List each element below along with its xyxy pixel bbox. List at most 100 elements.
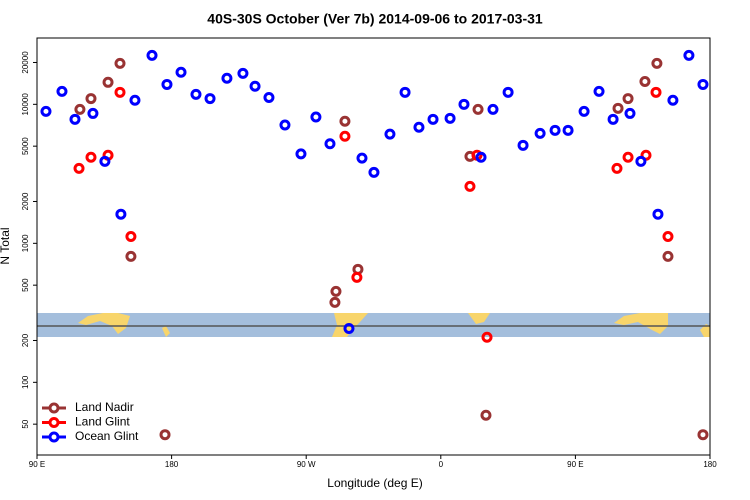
point bbox=[534, 127, 546, 139]
point bbox=[475, 151, 487, 163]
point bbox=[651, 57, 663, 69]
point bbox=[502, 86, 514, 98]
point bbox=[650, 86, 662, 98]
map-land bbox=[162, 326, 170, 337]
point bbox=[263, 91, 275, 103]
y-tick-label: 10000 bbox=[21, 93, 30, 116]
point bbox=[146, 49, 158, 61]
point bbox=[368, 166, 380, 178]
plot-frame bbox=[36, 37, 711, 456]
point bbox=[40, 105, 52, 117]
point bbox=[175, 66, 187, 78]
point bbox=[125, 230, 137, 242]
point bbox=[324, 138, 336, 150]
point bbox=[384, 128, 396, 140]
legend-label: Ocean Glint bbox=[75, 429, 139, 443]
point bbox=[114, 86, 126, 98]
point bbox=[249, 80, 261, 92]
legend-label: Land Nadir bbox=[75, 400, 134, 414]
point bbox=[549, 124, 561, 136]
point bbox=[56, 85, 68, 97]
legend-marker bbox=[48, 402, 60, 414]
point bbox=[612, 102, 624, 114]
y-tick-label: 20000 bbox=[21, 51, 30, 74]
point bbox=[624, 107, 636, 119]
point bbox=[73, 162, 85, 174]
point bbox=[204, 93, 216, 105]
point bbox=[356, 152, 368, 164]
point bbox=[562, 124, 574, 136]
point bbox=[481, 331, 493, 343]
x-tick-label: 90 E bbox=[567, 460, 583, 469]
map-land bbox=[614, 313, 668, 334]
point bbox=[85, 151, 97, 163]
legend-label: Land Glint bbox=[75, 415, 130, 429]
point bbox=[639, 75, 651, 87]
point bbox=[339, 130, 351, 142]
point bbox=[662, 250, 674, 262]
y-axis-label: N Total bbox=[0, 227, 12, 264]
point bbox=[427, 113, 439, 125]
point bbox=[697, 429, 709, 441]
point bbox=[517, 139, 529, 151]
point bbox=[115, 208, 127, 220]
point bbox=[69, 113, 81, 125]
point bbox=[343, 322, 355, 334]
point bbox=[310, 111, 322, 123]
y-tick-label: 5000 bbox=[21, 137, 30, 155]
point bbox=[129, 94, 141, 106]
point bbox=[221, 72, 233, 84]
point bbox=[444, 112, 456, 124]
x-tick-label: 180 bbox=[703, 460, 717, 469]
y-tick-label: 50 bbox=[21, 419, 30, 428]
point bbox=[464, 180, 476, 192]
chart-title: 40S-30S October (Ver 7b) 2014-09-06 to 2… bbox=[207, 11, 543, 27]
point bbox=[329, 296, 341, 308]
point bbox=[190, 88, 202, 100]
point bbox=[622, 93, 634, 105]
map-ocean bbox=[37, 313, 710, 337]
x-tick-label: 90 W bbox=[297, 460, 316, 469]
y-tick-label: 1000 bbox=[21, 234, 30, 252]
point bbox=[74, 103, 86, 115]
point bbox=[697, 78, 709, 90]
x-tick-label: 90 E bbox=[29, 460, 45, 469]
point bbox=[607, 113, 619, 125]
point bbox=[339, 115, 351, 127]
point bbox=[114, 57, 126, 69]
map-land bbox=[78, 313, 130, 334]
y-tick-label: 500 bbox=[21, 278, 30, 292]
map-land bbox=[700, 324, 710, 337]
point bbox=[351, 271, 363, 283]
point bbox=[102, 76, 114, 88]
point bbox=[295, 148, 307, 160]
y-tick-label: 100 bbox=[21, 375, 30, 389]
point bbox=[85, 93, 97, 105]
point bbox=[161, 78, 173, 90]
point bbox=[635, 155, 647, 167]
point bbox=[472, 103, 484, 115]
point bbox=[458, 98, 470, 110]
point bbox=[413, 121, 425, 133]
x-tick-label: 180 bbox=[165, 460, 179, 469]
y-tick-label: 2000 bbox=[21, 192, 30, 210]
point bbox=[330, 285, 342, 297]
point bbox=[667, 94, 679, 106]
point bbox=[237, 67, 249, 79]
x-axis-label: Longitude (deg E) bbox=[327, 476, 422, 490]
point bbox=[399, 86, 411, 98]
point bbox=[683, 49, 695, 61]
legend-marker bbox=[48, 431, 60, 443]
point bbox=[99, 155, 111, 167]
map-land bbox=[468, 313, 490, 324]
point bbox=[125, 250, 137, 262]
x-tick-label: 0 bbox=[439, 460, 444, 469]
point bbox=[578, 105, 590, 117]
point bbox=[159, 429, 171, 441]
y-tick-label: 200 bbox=[21, 333, 30, 347]
point bbox=[652, 208, 664, 220]
point bbox=[593, 85, 605, 97]
point bbox=[662, 230, 674, 242]
